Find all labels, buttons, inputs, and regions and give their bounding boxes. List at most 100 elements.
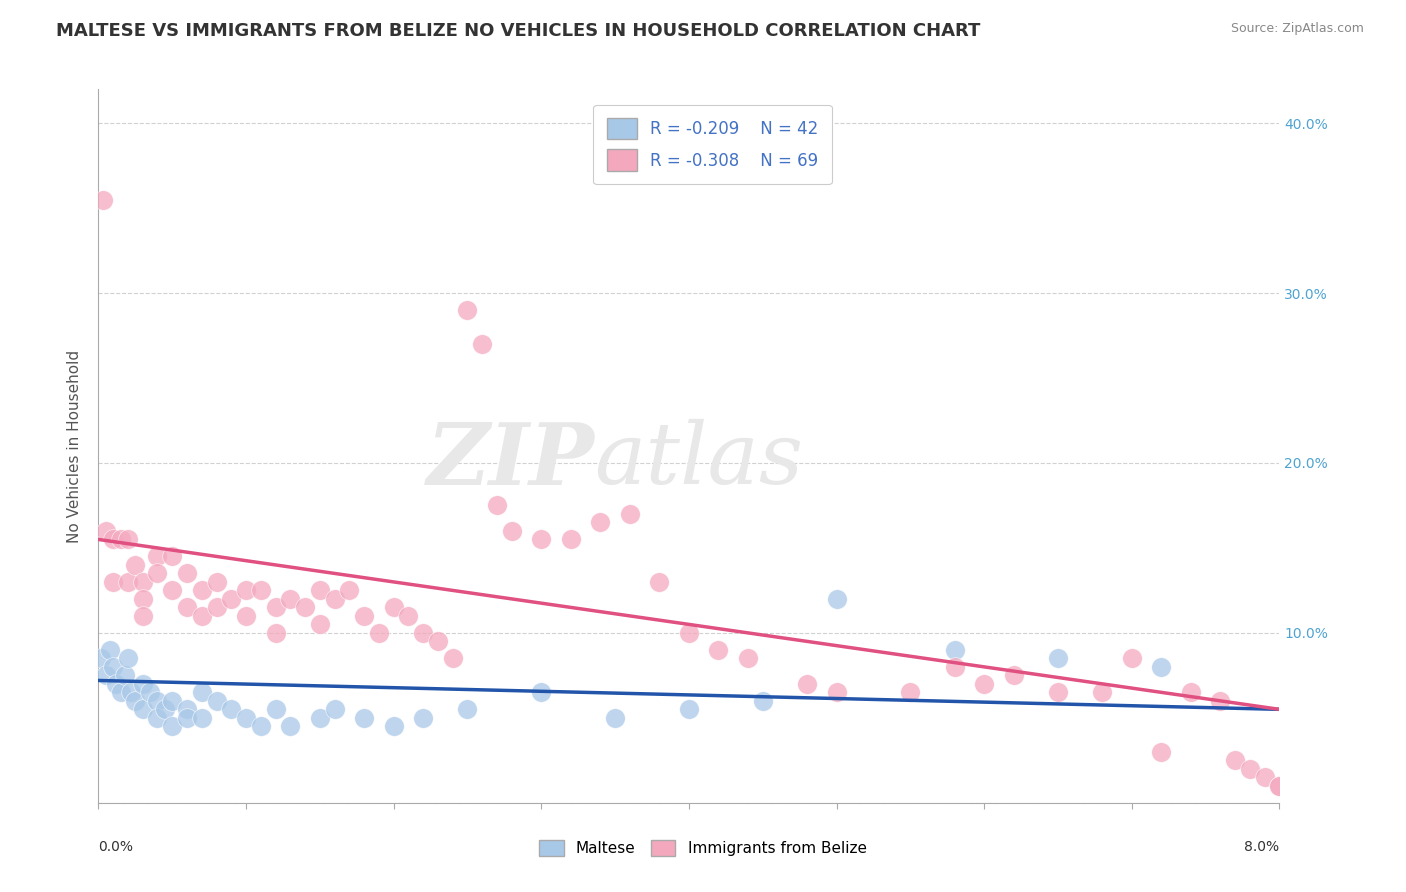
Point (530, 685, 553, 699)
Text: ZIP: ZIP (426, 418, 595, 502)
Point (412, 626, 434, 640)
Point (278, 719, 302, 733)
Point (162, 719, 183, 733)
Point (191, 583, 214, 598)
Point (308, 617, 332, 632)
Point (90, 651, 112, 665)
Point (441, 651, 464, 665)
Point (485, 499, 508, 513)
Point (132, 591, 155, 606)
Point (943, 660, 966, 674)
Point (353, 711, 375, 725)
Point (796, 677, 818, 691)
Legend: R = -0.209    N = 42, R = -0.308    N = 69: R = -0.209 N = 42, R = -0.308 N = 69 (593, 104, 832, 184)
Point (132, 677, 155, 691)
Point (103, 574, 125, 589)
Point (146, 694, 169, 708)
Point (678, 626, 700, 640)
Point (501, 524, 523, 538)
Point (1209, 694, 1232, 708)
Text: 0.0%: 0.0% (98, 840, 134, 855)
Point (264, 702, 287, 716)
Point (1046, 651, 1069, 665)
Point (146, 566, 169, 581)
Point (162, 549, 183, 564)
Point (943, 643, 966, 657)
Point (308, 711, 332, 725)
Point (250, 719, 273, 733)
Point (456, 702, 478, 716)
Point (110, 533, 132, 547)
Point (382, 719, 405, 733)
Point (162, 694, 183, 708)
Point (219, 591, 242, 606)
Point (1046, 685, 1069, 699)
Point (103, 533, 125, 547)
Point (235, 711, 257, 725)
Point (176, 711, 198, 725)
Point (678, 702, 700, 716)
Point (132, 608, 155, 623)
Point (117, 533, 139, 547)
Point (353, 608, 375, 623)
Point (825, 591, 848, 606)
Point (1268, 779, 1291, 793)
Point (146, 549, 169, 564)
Point (114, 668, 136, 682)
Point (117, 574, 139, 589)
Point (471, 337, 494, 351)
Y-axis label: No Vehicles in Household: No Vehicles in Household (67, 350, 83, 542)
Point (205, 694, 228, 708)
Point (751, 694, 773, 708)
Point (1002, 668, 1025, 682)
Point (396, 608, 419, 623)
Point (1091, 685, 1114, 699)
Point (132, 574, 155, 589)
Point (530, 533, 553, 547)
Point (91, 193, 114, 207)
Point (139, 685, 162, 699)
Point (176, 702, 198, 716)
Text: 8.0%: 8.0% (1244, 840, 1279, 855)
Point (264, 600, 287, 615)
Point (707, 643, 730, 657)
Point (205, 600, 228, 615)
Point (98, 643, 121, 657)
Point (323, 702, 346, 716)
Point (294, 600, 316, 615)
Point (105, 677, 128, 691)
Point (1239, 762, 1261, 776)
Point (648, 574, 671, 589)
Point (825, 685, 848, 699)
Point (124, 694, 146, 708)
Point (426, 634, 449, 648)
Point (1121, 651, 1143, 665)
Point (191, 685, 214, 699)
Point (250, 583, 273, 598)
Point (219, 702, 242, 716)
Point (103, 660, 125, 674)
Point (560, 533, 582, 547)
Point (367, 626, 389, 640)
Point (94, 524, 117, 538)
Point (124, 558, 146, 572)
Point (900, 685, 922, 699)
Point (1268, 779, 1291, 793)
Point (1150, 745, 1173, 759)
Point (191, 608, 214, 623)
Point (146, 711, 169, 725)
Point (205, 574, 228, 589)
Point (973, 677, 995, 691)
Point (589, 516, 612, 530)
Point (278, 591, 302, 606)
Point (120, 685, 142, 699)
Point (412, 711, 434, 725)
Point (382, 600, 405, 615)
Point (619, 507, 641, 521)
Point (323, 591, 346, 606)
Point (162, 583, 183, 598)
Legend: Maltese, Immigrants from Belize: Maltese, Immigrants from Belize (533, 834, 873, 862)
Point (235, 583, 257, 598)
Point (605, 711, 627, 725)
Point (153, 702, 176, 716)
